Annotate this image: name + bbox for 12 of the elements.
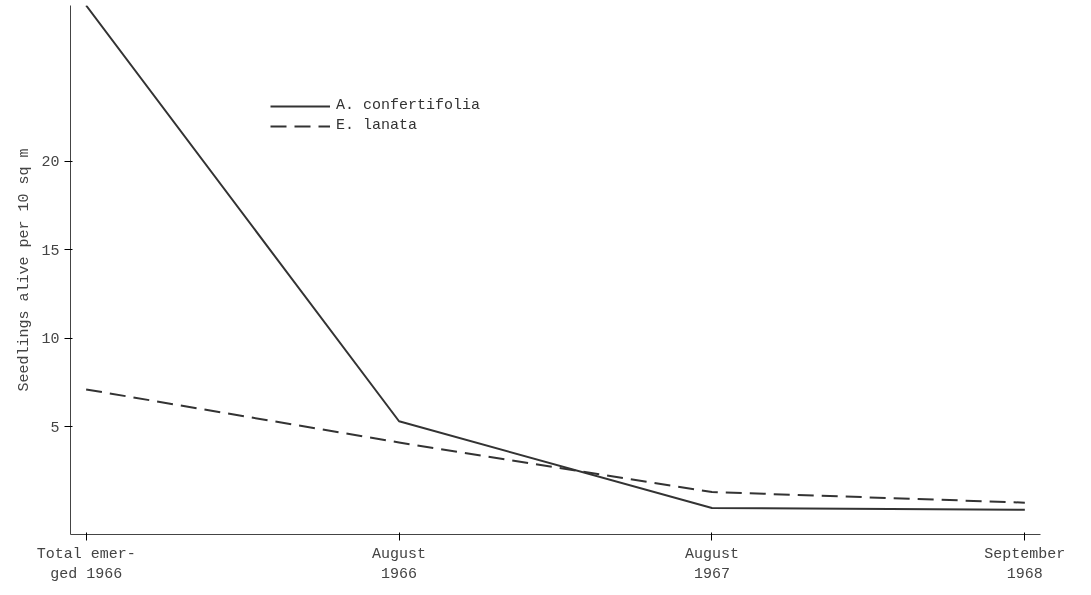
y-tick-label: 20 xyxy=(41,154,60,172)
x-tick-label: September 1968 xyxy=(984,545,1066,583)
legend-label: A. confertifolia xyxy=(336,97,481,114)
y-tick-label: 15 xyxy=(41,242,60,260)
y-axis-title: Seedlings alive per 10 sq m xyxy=(16,148,34,392)
legend-label: E. lanata xyxy=(336,117,418,134)
y-tick-label: 10 xyxy=(41,331,60,349)
y-tick-label: 5 xyxy=(50,419,60,437)
line-series xyxy=(85,5,1026,511)
x-tick-label: August 1967 xyxy=(684,545,739,583)
x-tick-label: August 1966 xyxy=(372,545,427,583)
x-tick-label: Total emer- ged 1966 xyxy=(36,545,136,583)
